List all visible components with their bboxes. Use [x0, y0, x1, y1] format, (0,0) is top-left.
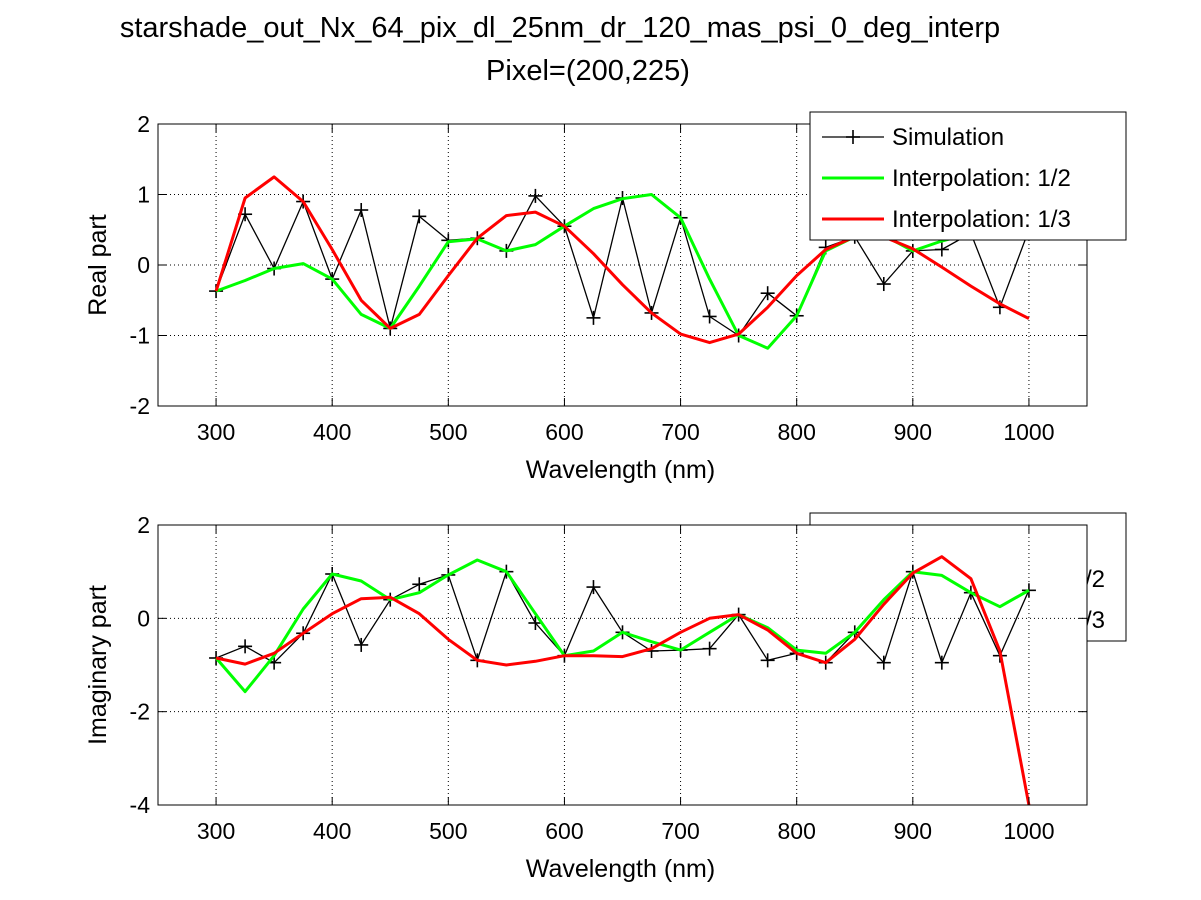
data-point — [238, 639, 253, 654]
series-group — [209, 175, 1036, 350]
x-tick-label: 300 — [197, 419, 235, 445]
data-point — [586, 310, 601, 325]
x-tick-label: 400 — [313, 419, 351, 445]
x-tick-label: 800 — [778, 818, 816, 844]
data-point — [702, 309, 717, 324]
x-tick-label: 300 — [197, 818, 235, 844]
x-tick-label: 500 — [429, 818, 467, 844]
legend-label: /3 — [1085, 607, 1105, 634]
x-tick-label: 700 — [661, 419, 699, 445]
data-point — [354, 637, 369, 652]
x-tick-label: 1000 — [1003, 818, 1054, 844]
y-tick-label: 1 — [137, 182, 150, 208]
data-point — [412, 209, 427, 224]
x-tick-label: 900 — [894, 818, 932, 844]
data-point — [876, 655, 891, 670]
data-point — [760, 653, 775, 668]
x-tick-label: 500 — [429, 419, 467, 445]
y-axis-label: Imaginary part — [84, 585, 112, 745]
figure-subtitle: Pixel=(200,225) — [486, 55, 690, 87]
data-point — [528, 188, 543, 203]
x-tick-label: 700 — [661, 818, 699, 844]
legend-label: /2 — [1085, 566, 1105, 593]
data-point — [1021, 583, 1036, 598]
series-group — [209, 555, 1036, 806]
real-part-panel: 300 400 500 600 700 800 900 1000 -2 -1 0 1 2 Waveleng… — [84, 111, 1127, 484]
data-point — [876, 277, 891, 292]
y-tick-label: -4 — [130, 792, 151, 818]
x-tick-label: 800 — [778, 419, 816, 445]
series-line-2 — [214, 175, 1030, 345]
x-tick-label: 900 — [894, 419, 932, 445]
legend-label: Interpolation: 1/2 — [892, 165, 1071, 192]
data-point — [934, 242, 949, 257]
data-point — [412, 577, 427, 592]
y-tick-label: 2 — [137, 512, 150, 538]
y-axis-label: Real part — [84, 214, 112, 315]
imaginary-part-panel: /2/3 300 400 500 600 700 800 900 1000 -4 -2 0 2 Wavel… — [84, 512, 1127, 883]
data-point — [760, 286, 775, 301]
y-tick-label: 0 — [137, 252, 150, 278]
axes-box — [157, 524, 1088, 806]
legend: Simulation Interpolation: 1/2 Interpolatio… — [809, 111, 1127, 241]
legend-label: Simulation — [892, 124, 1004, 151]
data-point — [934, 655, 949, 670]
data-point — [702, 641, 717, 656]
series-line-1 — [214, 558, 1030, 694]
data-point — [354, 203, 369, 218]
y-tick-label: 0 — [137, 605, 150, 631]
x-tick-label: 400 — [313, 818, 351, 844]
x-axis-label: Wavelength (nm) — [526, 456, 715, 484]
x-tick-label: 600 — [545, 818, 583, 844]
x-tick-label: 600 — [545, 419, 583, 445]
y-tick-label: -2 — [130, 393, 150, 419]
plot-area — [158, 525, 1087, 805]
y-tick-label: 2 — [137, 111, 150, 137]
y-tick-label: -2 — [130, 699, 150, 725]
figure-title: starshade_out_Nx_64_pix_dl_25nm_dr_120_m… — [120, 12, 1000, 44]
series-line-2 — [215, 555, 1031, 806]
y-tick-label: -1 — [130, 323, 150, 349]
x-axis-label: Wavelength (nm) — [526, 855, 715, 883]
legend-label: Interpolation: 1/3 — [892, 206, 1071, 233]
data-point — [586, 580, 601, 595]
x-tick-label: 1000 — [1003, 419, 1054, 445]
